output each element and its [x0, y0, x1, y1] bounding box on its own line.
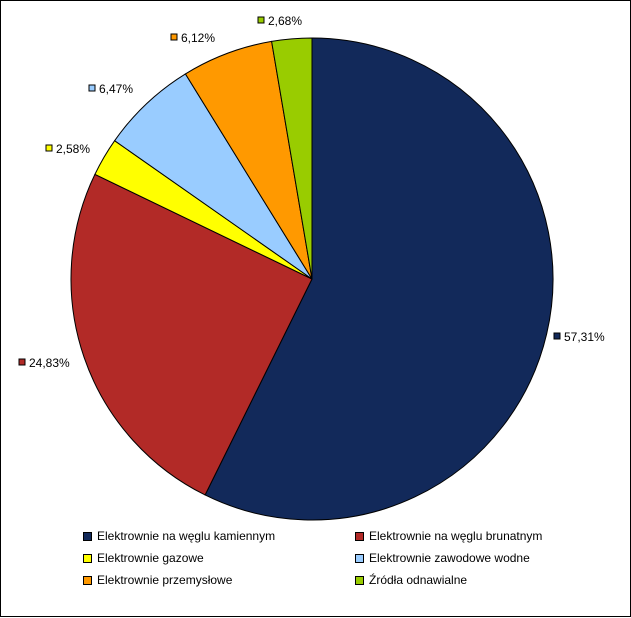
data-label-2: 2,58% — [56, 142, 90, 156]
legend-label-hydro: Elektrownie zawodowe wodne — [369, 551, 530, 565]
legend-label-gas: Elektrownie gazowe — [97, 551, 204, 565]
legend-item-hard-coal: Elektrownie na węglu kamiennym — [83, 529, 355, 543]
data-label-swatch-5 — [257, 16, 265, 24]
pie-slice-0 — [204, 37, 554, 521]
legend-item-renewable: Źródła odnawialne — [355, 573, 603, 587]
data-label-swatch-0 — [553, 332, 561, 340]
legend-swatch-gas — [83, 553, 92, 563]
legend-item-industrial: Elektrownie przemysłowe — [83, 573, 355, 587]
data-label-0: 57,31% — [564, 330, 605, 344]
legend-label-hard-coal: Elektrownie na węglu kamiennym — [97, 529, 276, 543]
legend-item-hydro: Elektrownie zawodowe wodne — [355, 551, 603, 565]
data-label-swatch-3 — [88, 84, 96, 92]
legend-label-renewable: Źródła odnawialne — [369, 573, 468, 587]
legend-label-lignite: Elektrownie na węglu brunatnym — [369, 529, 543, 543]
pie-slice-5 — [271, 37, 313, 280]
legend-item-lignite: Elektrownie na węglu brunatnym — [355, 529, 603, 543]
data-label-5: 2,68% — [268, 14, 302, 28]
data-label-swatch-4 — [170, 33, 178, 41]
legend-label-industrial: Elektrownie przemysłowe — [97, 573, 233, 587]
legend-swatch-industrial — [83, 575, 92, 585]
legend-swatch-lignite — [355, 531, 364, 541]
data-label-swatch-1 — [18, 358, 26, 366]
data-label-4: 6,12% — [181, 31, 215, 45]
legend: Elektrownie na węglu kamiennym Elektrown… — [83, 529, 603, 587]
data-label-swatch-2 — [45, 144, 53, 152]
legend-item-gas: Elektrownie gazowe — [83, 551, 355, 565]
pie-slice-1 — [70, 173, 313, 496]
legend-swatch-hard-coal — [83, 531, 92, 541]
data-label-1: 24,83% — [29, 356, 70, 370]
legend-swatch-renewable — [355, 575, 364, 585]
data-label-3: 6,47% — [99, 82, 133, 96]
legend-swatch-hydro — [355, 553, 364, 563]
